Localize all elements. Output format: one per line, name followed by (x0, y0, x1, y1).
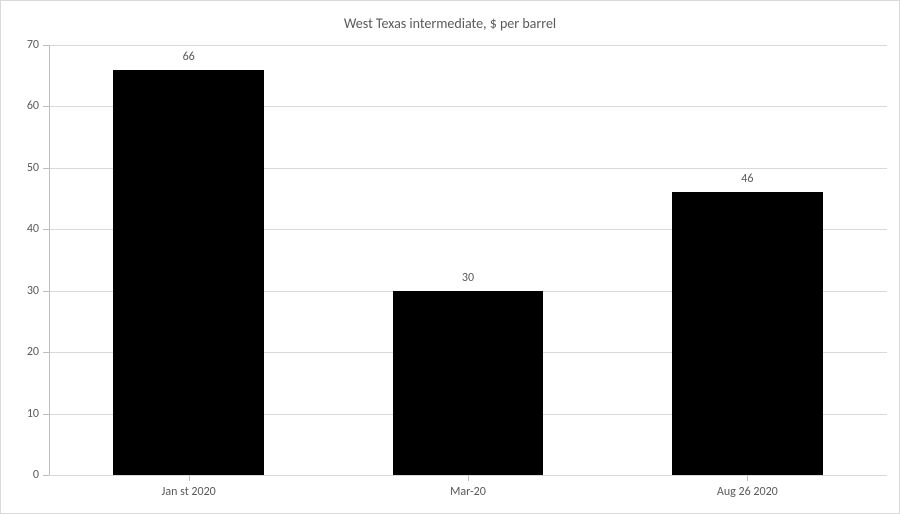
x-tick-label: Jan st 2020 (162, 485, 216, 499)
x-tick-label: Aug 26 2020 (717, 485, 778, 499)
y-tick-label: 30 (9, 284, 39, 298)
chart-container: West Texas intermediate, $ per barrel010… (0, 0, 900, 514)
y-axis-line (49, 45, 50, 475)
plot-area: 01020304050607066Jan st 202030Mar-2046Au… (49, 45, 887, 475)
y-tick-label: 60 (9, 99, 39, 113)
x-tick-mark (468, 475, 469, 481)
x-tick-label: Mar-20 (450, 485, 486, 499)
y-tick-label: 10 (9, 407, 39, 421)
y-tick-label: 50 (9, 161, 39, 175)
y-tick-label: 0 (9, 468, 39, 482)
y-tick-label: 20 (9, 345, 39, 359)
bar (393, 291, 544, 475)
y-tick-mark (43, 475, 49, 476)
bar (672, 192, 823, 475)
data-label: 66 (183, 50, 195, 64)
gridline (49, 45, 887, 46)
data-label: 46 (741, 172, 753, 186)
chart-title: West Texas intermediate, $ per barrel (1, 15, 899, 32)
y-tick-label: 40 (9, 222, 39, 236)
x-tick-mark (747, 475, 748, 481)
y-tick-label: 70 (9, 38, 39, 52)
x-tick-mark (189, 475, 190, 481)
bar (113, 70, 264, 475)
data-label: 30 (462, 271, 474, 285)
